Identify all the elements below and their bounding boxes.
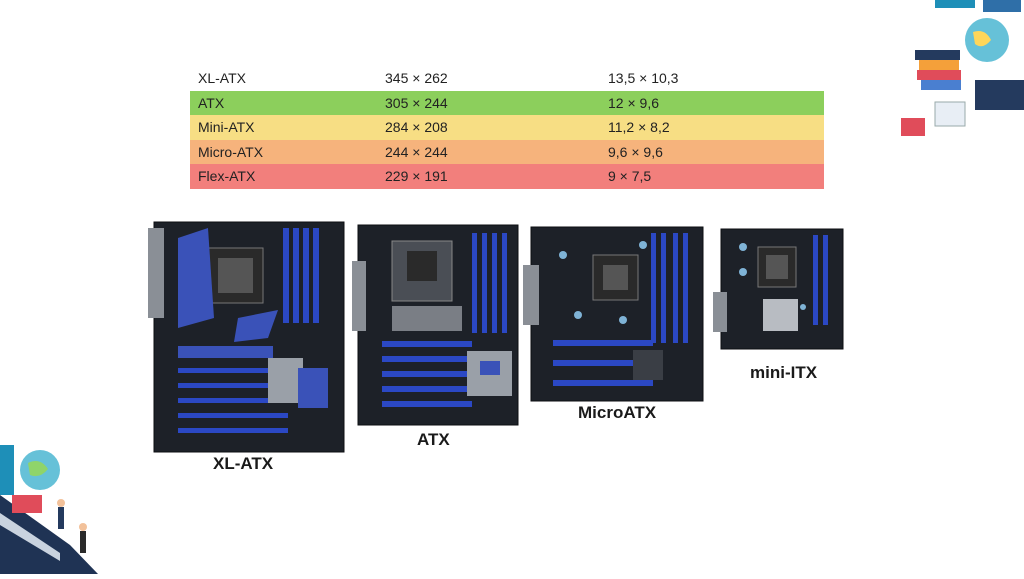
- atx-label: ATX: [417, 430, 450, 449]
- table-row: ATX 305 × 244 12 × 9,6: [190, 90, 824, 115]
- table-row: Mini-ATX 284 × 208 11,2 × 8,2: [190, 115, 824, 140]
- micro-atx-motherboard-image: [523, 225, 705, 403]
- mini-itx-motherboard-image: [713, 227, 845, 351]
- mini-itx-label: mini-ITX: [750, 363, 818, 382]
- education-illustration-top-right: [895, 0, 1024, 150]
- form-factor-name: ATX: [198, 94, 225, 111]
- form-factor-name: Flex-ATX: [198, 168, 256, 184]
- atx-motherboard-image: [352, 221, 520, 427]
- size-mm: 229 × 191: [385, 168, 448, 184]
- education-illustration-bottom-left: [0, 435, 98, 579]
- micro-atx-label: MicroATX: [578, 403, 657, 422]
- table-row: Flex-ATX 229 × 191 9 × 7,5: [190, 164, 824, 189]
- size-inches: 9 × 7,5: [608, 168, 652, 184]
- size-mm: 244 × 244: [385, 143, 448, 160]
- size-mm: 345 × 262: [385, 70, 448, 86]
- size-inches: 13,5 × 10,3: [608, 70, 679, 86]
- size-inches: 9,6 × 9,6: [608, 143, 663, 160]
- size-mm: 284 × 208: [385, 119, 448, 135]
- xl-atx-label: XL-ATX: [213, 454, 274, 473]
- xl-atx-motherboard-image: [148, 218, 346, 454]
- size-inches: 12 × 9,6: [608, 94, 659, 111]
- form-factor-name: Mini-ATX: [198, 119, 255, 135]
- form-factor-name: Micro-ATX: [198, 143, 264, 160]
- size-inches: 11,2 × 8,2: [608, 119, 670, 135]
- table-row: Micro-ATX 244 × 244 9,6 × 9,6: [190, 139, 824, 164]
- form-factor-size-table: XL-ATX 345 × 262 13,5 × 10,3 ATX 305 × 2…: [190, 66, 824, 189]
- form-factor-name: XL-ATX: [198, 70, 246, 86]
- size-mm: 305 × 244: [385, 94, 448, 111]
- table-row: XL-ATX 345 × 262 13,5 × 10,3: [190, 66, 824, 91]
